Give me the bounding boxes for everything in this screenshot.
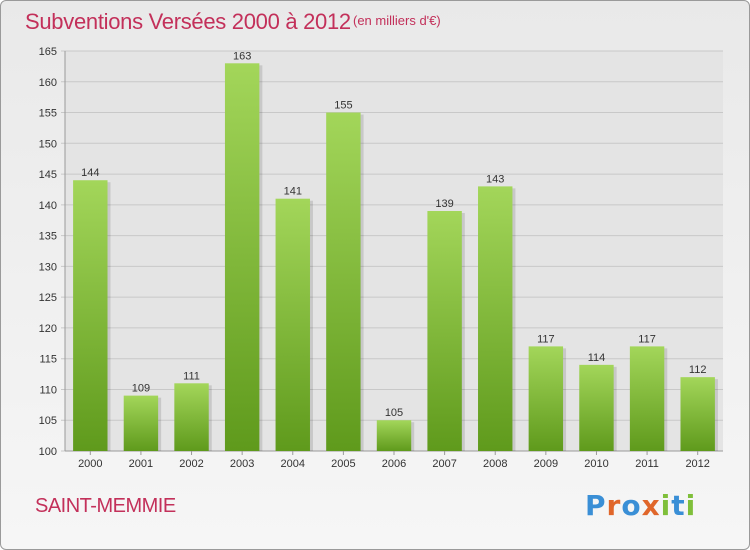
logo-letter: i [660,489,672,522]
y-tick-label: 130 [39,261,57,273]
bar [174,383,209,451]
bar-value-label: 155 [334,100,352,112]
y-tick-label: 100 [39,446,57,458]
bar [376,420,412,451]
y-tick-label: 160 [39,77,57,89]
x-tick-label: 2004 [281,458,305,470]
y-tick-label: 110 [39,384,57,396]
bar-value-label: 117 [537,333,555,345]
bar-value-label: 141 [284,186,302,198]
x-tick-label: 2012 [685,458,709,470]
y-tick-label: 135 [39,231,57,243]
x-tick-label: 2008 [483,458,507,470]
y-tick-label: 125 [39,292,57,304]
x-tick-label: 2003 [230,458,254,470]
chart-unit-note: (en milliers d'€) [353,13,441,28]
bar [73,180,108,451]
bar [478,186,513,451]
x-tick-label: 2005 [331,458,355,470]
bar-value-label: 111 [183,370,200,382]
y-tick-label: 120 [39,323,57,335]
bar-value-label: 117 [638,333,656,345]
x-tick-label: 2007 [432,458,456,470]
y-tick-label: 155 [39,108,57,120]
bar [579,364,614,451]
bar [123,395,159,451]
x-tick-label: 2011 [635,458,659,470]
bar [528,346,564,451]
x-tick-label: 2010 [584,458,608,470]
bar-value-label: 109 [132,383,150,395]
y-tick-label: 150 [39,138,57,150]
plot-area [65,51,723,451]
place-name: SAINT-MEMMIE [35,495,176,517]
logo-letter: o [621,489,642,522]
y-tick-label: 145 [39,169,57,181]
logo-letter: i [685,489,697,522]
bar-value-label: 144 [81,167,99,179]
y-tick-label: 105 [39,415,57,427]
bar-value-label: 112 [689,364,707,376]
bar-value-label: 143 [486,173,504,185]
bar-value-label: 163 [233,50,251,62]
bar [427,211,462,451]
logo-letter: r [606,489,622,522]
x-tick-label: 2002 [179,458,203,470]
bar [629,346,665,451]
bar [275,198,310,451]
x-tick-label: 2009 [534,458,558,470]
x-tick-label: 2006 [382,458,406,470]
bar-value-label: 114 [588,352,606,364]
proxiti-logo: Proxiti [585,489,696,522]
logo-letter: t [671,489,686,522]
bar [224,63,260,452]
bar-value-label: 105 [385,407,403,419]
bar [326,112,361,452]
logo-letter: P [585,489,607,522]
y-tick-label: 140 [39,200,57,212]
x-tick-label: 2000 [78,458,102,470]
bar [680,377,715,451]
x-tick-label: 2001 [129,458,153,470]
bar-value-label: 139 [435,198,453,210]
chart-title: Subventions Versées 2000 à 2012 [25,9,351,34]
y-tick-label: 165 [39,46,57,58]
y-tick-label: 115 [39,354,57,366]
logo-letter: x [641,489,661,522]
